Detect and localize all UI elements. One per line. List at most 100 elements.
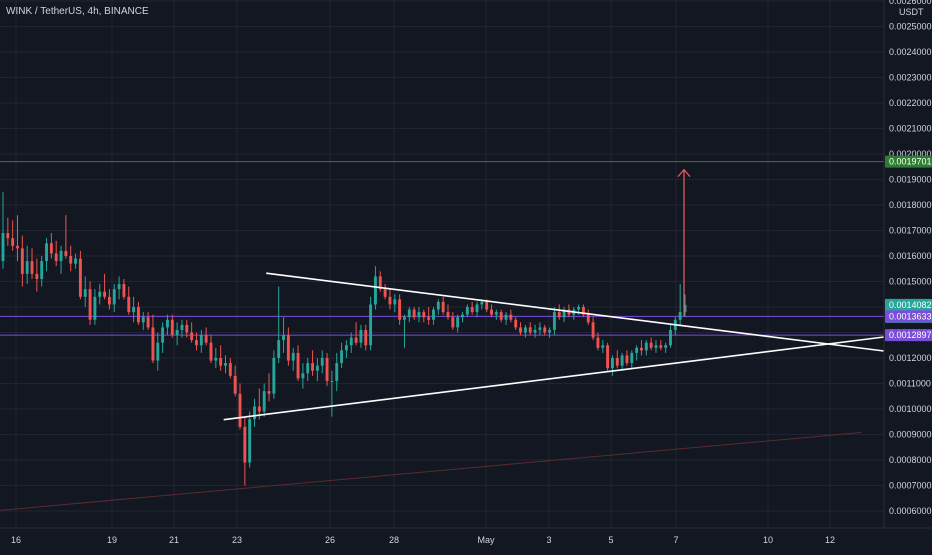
- candle-body[interactable]: [359, 329, 363, 343]
- candle-body[interactable]: [499, 312, 503, 320]
- candle-body[interactable]: [383, 289, 387, 297]
- candle-body[interactable]: [630, 352, 634, 364]
- candle-body[interactable]: [64, 250, 68, 256]
- candle-body[interactable]: [369, 304, 373, 346]
- candle-body[interactable]: [83, 289, 87, 297]
- candle-body[interactable]: [286, 335, 290, 361]
- candle-body[interactable]: [441, 301, 445, 313]
- candle-body[interactable]: [16, 245, 19, 249]
- candle-body[interactable]: [388, 296, 392, 305]
- candle-body[interactable]: [49, 243, 53, 254]
- candle-body[interactable]: [509, 314, 513, 320]
- candle-body[interactable]: [378, 276, 382, 290]
- candle-body[interactable]: [562, 309, 566, 318]
- candle-body[interactable]: [35, 273, 39, 279]
- candle-body[interactable]: [296, 352, 300, 379]
- candle-body[interactable]: [330, 380, 334, 382]
- candle-body[interactable]: [664, 345, 668, 348]
- candle-body[interactable]: [427, 317, 431, 320]
- candle-body[interactable]: [344, 345, 348, 351]
- candle-body[interactable]: [349, 337, 353, 346]
- candle-body[interactable]: [644, 342, 648, 351]
- candle-body[interactable]: [233, 375, 237, 394]
- target-price-badge[interactable]: [885, 155, 932, 168]
- candle-body[interactable]: [678, 312, 682, 320]
- candle-body[interactable]: [475, 304, 479, 313]
- target-arrow-head[interactable]: [677, 168, 691, 178]
- candle-body[interactable]: [277, 340, 281, 358]
- candle-body[interactable]: [311, 363, 315, 371]
- candle-body[interactable]: [490, 309, 493, 315]
- candle-body[interactable]: [591, 322, 595, 338]
- candle-body[interactable]: [494, 312, 498, 315]
- candle-body[interactable]: [325, 358, 329, 381]
- candle-body[interactable]: [364, 329, 368, 346]
- candle-body[interactable]: [470, 307, 474, 313]
- candle-body[interactable]: [170, 319, 174, 336]
- candle-body[interactable]: [132, 307, 136, 313]
- candle-body[interactable]: [625, 355, 629, 364]
- candle-body[interactable]: [649, 342, 653, 348]
- candle-body[interactable]: [224, 363, 227, 366]
- candle-body[interactable]: [436, 301, 440, 310]
- candle-body[interactable]: [112, 289, 116, 305]
- candle-body[interactable]: [166, 319, 169, 328]
- candle-body[interactable]: [393, 299, 397, 305]
- candle-body[interactable]: [161, 327, 165, 343]
- candle-body[interactable]: [54, 253, 58, 262]
- candle-body[interactable]: [596, 337, 600, 348]
- candle-body[interactable]: [446, 312, 450, 318]
- candle-body[interactable]: [412, 309, 416, 318]
- candle-body[interactable]: [291, 352, 295, 361]
- candle-body[interactable]: [538, 327, 542, 330]
- candle-body[interactable]: [78, 258, 82, 297]
- candle-body[interactable]: [640, 347, 643, 351]
- candle-body[interactable]: [373, 276, 377, 305]
- candle-body[interactable]: [146, 317, 150, 328]
- candle-body[interactable]: [315, 365, 319, 371]
- candle-body[interactable]: [485, 301, 489, 310]
- candle-body[interactable]: [136, 307, 140, 323]
- candle-body[interactable]: [11, 238, 15, 246]
- candle-body[interactable]: [620, 355, 624, 366]
- resistance-trendline[interactable]: [266, 272, 885, 352]
- support-trendline[interactable]: [223, 336, 885, 421]
- candle-body[interactable]: [107, 296, 111, 305]
- candle-body[interactable]: [354, 337, 358, 343]
- candle-body[interactable]: [669, 329, 672, 346]
- candle-body[interactable]: [209, 342, 213, 361]
- candle-body[interactable]: [93, 296, 97, 320]
- candle-body[interactable]: [548, 329, 552, 333]
- candle-body[interactable]: [480, 301, 484, 305]
- candle-body[interactable]: [88, 289, 92, 320]
- candle-body[interactable]: [45, 243, 48, 262]
- candle-body[interactable]: [306, 363, 310, 374]
- candle-body[interactable]: [267, 391, 271, 394]
- candle-body[interactable]: [59, 250, 63, 262]
- candle-body[interactable]: [141, 317, 145, 323]
- candle-body[interactable]: [635, 347, 639, 353]
- candle-body[interactable]: [577, 307, 581, 310]
- candle-body[interactable]: [214, 358, 218, 361]
- candle-body[interactable]: [683, 304, 687, 313]
- candle-body[interactable]: [272, 358, 276, 394]
- candle-body[interactable]: [25, 261, 29, 274]
- candle-body[interactable]: [74, 258, 78, 264]
- candle-body[interactable]: [514, 319, 518, 328]
- candle-body[interactable]: [301, 373, 305, 379]
- candle-body[interactable]: [340, 350, 344, 364]
- price-axis[interactable]: [884, 0, 932, 550]
- candle-body[interactable]: [451, 317, 455, 328]
- candle-body[interactable]: [320, 358, 324, 366]
- candle-body[interactable]: [586, 314, 590, 323]
- candle-body[interactable]: [601, 345, 605, 348]
- candle-body[interactable]: [204, 335, 208, 343]
- candle-body[interactable]: [175, 329, 179, 336]
- candle-body[interactable]: [654, 345, 658, 348]
- candle-body[interactable]: [40, 261, 44, 279]
- candle-body[interactable]: [504, 314, 508, 320]
- candle-body[interactable]: [262, 391, 266, 412]
- candle-body[interactable]: [199, 335, 203, 346]
- candle-body[interactable]: [98, 291, 102, 297]
- candle-body[interactable]: [557, 312, 561, 318]
